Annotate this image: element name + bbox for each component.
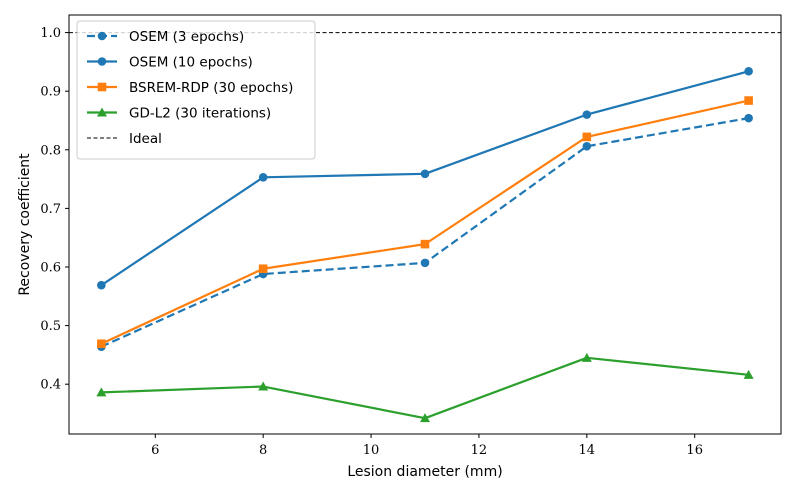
legend-entry: GD-L2 (30 iterations) — [87, 106, 271, 122]
series-4 — [96, 352, 754, 423]
legend-entry: Ideal — [87, 131, 162, 147]
data-point — [97, 280, 106, 290]
legend-entry: OSEM (10 epochs) — [87, 55, 253, 71]
legend-label: OSEM (10 epochs) — [129, 55, 253, 71]
data-point — [420, 413, 430, 423]
data-point — [420, 169, 430, 179]
y-tick-label: 0.4 — [40, 378, 61, 393]
series-3 — [97, 96, 753, 349]
legend-label: OSEM (3 epochs) — [129, 29, 244, 45]
series-line — [101, 356, 749, 420]
y-tick-label: 0.6 — [40, 260, 61, 275]
data-point — [420, 239, 430, 249]
series-2 — [97, 66, 753, 290]
data-point — [582, 141, 592, 151]
data-point — [744, 66, 753, 76]
y-tick-label: 0.8 — [40, 143, 61, 158]
legend-box — [76, 20, 316, 160]
x-tick-label: 12 — [471, 443, 488, 458]
data-point — [582, 110, 592, 119]
legend-entry: BSREM-RDP (30 epochs) — [87, 80, 293, 96]
x-tick-label: 10 — [363, 443, 380, 458]
data-point — [420, 258, 430, 268]
x-axis-label: Lesion diameter (mm) — [347, 464, 502, 480]
data-point — [582, 132, 592, 142]
legend-label: BSREM-RDP (30 epochs) — [129, 80, 293, 96]
x-tick-label: 14 — [579, 443, 596, 458]
data-point — [97, 339, 106, 349]
y-tick-label: 1.0 — [40, 26, 61, 41]
data-point — [258, 381, 269, 391]
legend-label: GD-L2 (30 iterations) — [129, 106, 271, 122]
x-tick-label: 6 — [151, 443, 159, 458]
legend-swatch-marker — [97, 107, 107, 117]
data-point — [96, 387, 107, 397]
y-tick-label: 0.7 — [40, 202, 61, 217]
plot-area-frame — [68, 14, 782, 435]
legend-swatch-marker — [97, 31, 107, 41]
x-tick-label: 8 — [259, 443, 267, 458]
data-point — [744, 96, 753, 105]
series-layer — [96, 66, 754, 423]
data-point — [258, 173, 268, 182]
y-tick-label: 0.5 — [40, 319, 61, 334]
ticks-layer: 6 8 10 12 14 16 0.4 0.5 0.6 0.7 0.8 0.9 1.0 — [40, 26, 703, 458]
data-point — [258, 264, 268, 274]
y-tick-label: 0.9 — [40, 85, 61, 100]
data-point — [744, 113, 753, 123]
x-tick-label: 16 — [686, 443, 703, 458]
legend-swatch-marker — [97, 82, 107, 92]
data-point — [743, 369, 754, 379]
legend-swatch-marker — [97, 57, 107, 66]
data-point — [581, 352, 592, 362]
legend: OSEM (3 epochs) OSEM (10 epochs) BSREM-RDP… — [76, 20, 316, 160]
y-axis-label: Recovery coefficient — [17, 153, 33, 296]
legend-label: Ideal — [129, 131, 162, 147]
legend-entry: OSEM (3 epochs) — [87, 29, 244, 45]
